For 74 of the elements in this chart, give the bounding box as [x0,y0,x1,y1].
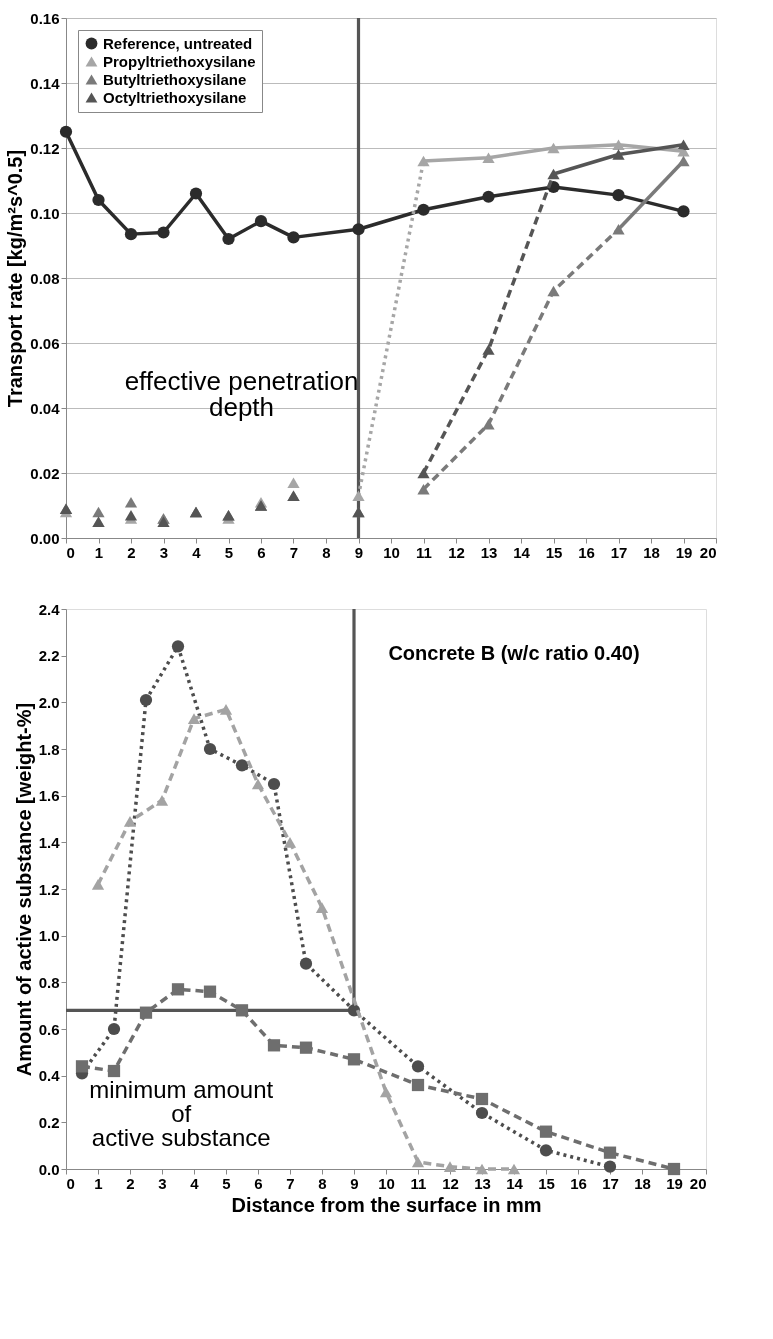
x-tick-label: 9 [354,543,364,561]
y-tick-label: 1.8 [38,740,60,758]
y-tick-label: 0.4 [38,1067,61,1085]
x-tick-label: 18 [643,543,660,561]
y-tick-label: 2.2 [38,647,60,665]
y-axis-title: Amount of active substance [weight-%] [12,702,35,1077]
x-tick-label: 15 [545,543,563,561]
x-tick-label: 12 [442,1174,459,1192]
x-tick-label: 11 [410,1174,427,1192]
y-tick-label: 0.06 [30,334,60,352]
y-tick-label: 0.12 [30,139,60,157]
x-tick-label: 0 [66,1174,75,1192]
x-tick-label: 8 [322,543,331,561]
x-tick-label: 2 [127,543,136,561]
x-tick-label: 13 [474,1174,491,1192]
y-tick-label: 0.04 [30,399,61,417]
y-tick-label: 1.4 [38,833,61,851]
x-tick-label: 16 [578,543,595,561]
x-tick-label: 2 [126,1174,135,1192]
x-tick-label: 6 [254,1174,263,1192]
x-tick-label: 11 [416,543,432,561]
x-tick-label: 15 [538,1174,555,1192]
x-tick-label: 4 [192,543,202,561]
y-tick-label: 0.08 [30,269,60,287]
x-tick-label: 19 [666,1174,683,1192]
legend-label: Butyltriethoxysilane [103,70,247,88]
x-tick-label: 6 [257,543,266,561]
y-tick-label: 2.4 [38,600,61,618]
y-tick-label: 0.2 [38,1113,60,1131]
ref-line-label: minimum amount of active substance [89,1075,274,1151]
y-tick-label: 1.0 [38,927,60,945]
y-tick-label: 1.6 [38,787,60,805]
y-tick-label: 0.8 [38,973,60,991]
x-tick-label: 8 [318,1174,327,1192]
y-tick-label: 1.2 [38,880,60,898]
x-tick-label: 14 [506,1174,524,1192]
y-tick-label: 0.14 [30,74,61,92]
x-tick-label: 20 [689,1174,707,1192]
x-tick-label: 10 [378,1174,395,1192]
legend-label: Propyltriethoxysilane [103,52,256,70]
x-tick-label: 9 [350,1174,359,1192]
x-tick-label: 12 [448,543,465,561]
legend-label: Reference, untreated [103,34,253,52]
x-tick-label: 20 [699,543,717,561]
legend-label: Octyltriethoxysilane [103,88,247,106]
x-tick-label: 0 [66,543,75,561]
x-tick-label: 13 [480,543,498,561]
x-tick-label: 3 [159,543,169,561]
x-tick-label: 4 [190,1174,200,1192]
x-tick-label: 7 [286,1174,295,1192]
x-tick-label: 18 [634,1174,651,1192]
y-tick-label: 0.16 [30,9,60,27]
y-tick-label: 0.02 [30,464,60,482]
x-tick-label: 3 [158,1174,167,1192]
y-tick-label: 0.0 [38,1160,60,1178]
x-tick-label: 5 [224,543,234,561]
annotation: Concrete B (w/c ratio 0.40) [388,641,640,664]
y-tick-label: 0.10 [30,204,60,222]
x-tick-label: 10 [383,543,400,561]
x-tick-label: 7 [289,543,299,561]
ref-line-label: effective penetration depth [124,366,359,422]
x-tick-label: 5 [222,1174,231,1192]
x-tick-label: 16 [570,1174,587,1192]
x-tick-label: 14 [513,543,531,561]
y-tick-label: 0.00 [30,529,60,547]
y-axis-title: Transport rate [kg/m²s^0.5] [4,149,27,408]
x-tick-label: 1 [94,543,104,561]
y-tick-label: 2.0 [38,693,60,711]
x-tick-label: 17 [610,543,628,561]
x-tick-label: 17 [602,1174,619,1192]
x-axis-title: Distance from the surface in mm [231,1193,542,1216]
x-tick-label: 1 [94,1174,103,1192]
x-tick-label: 19 [675,543,693,561]
y-tick-label: 0.6 [38,1020,60,1038]
